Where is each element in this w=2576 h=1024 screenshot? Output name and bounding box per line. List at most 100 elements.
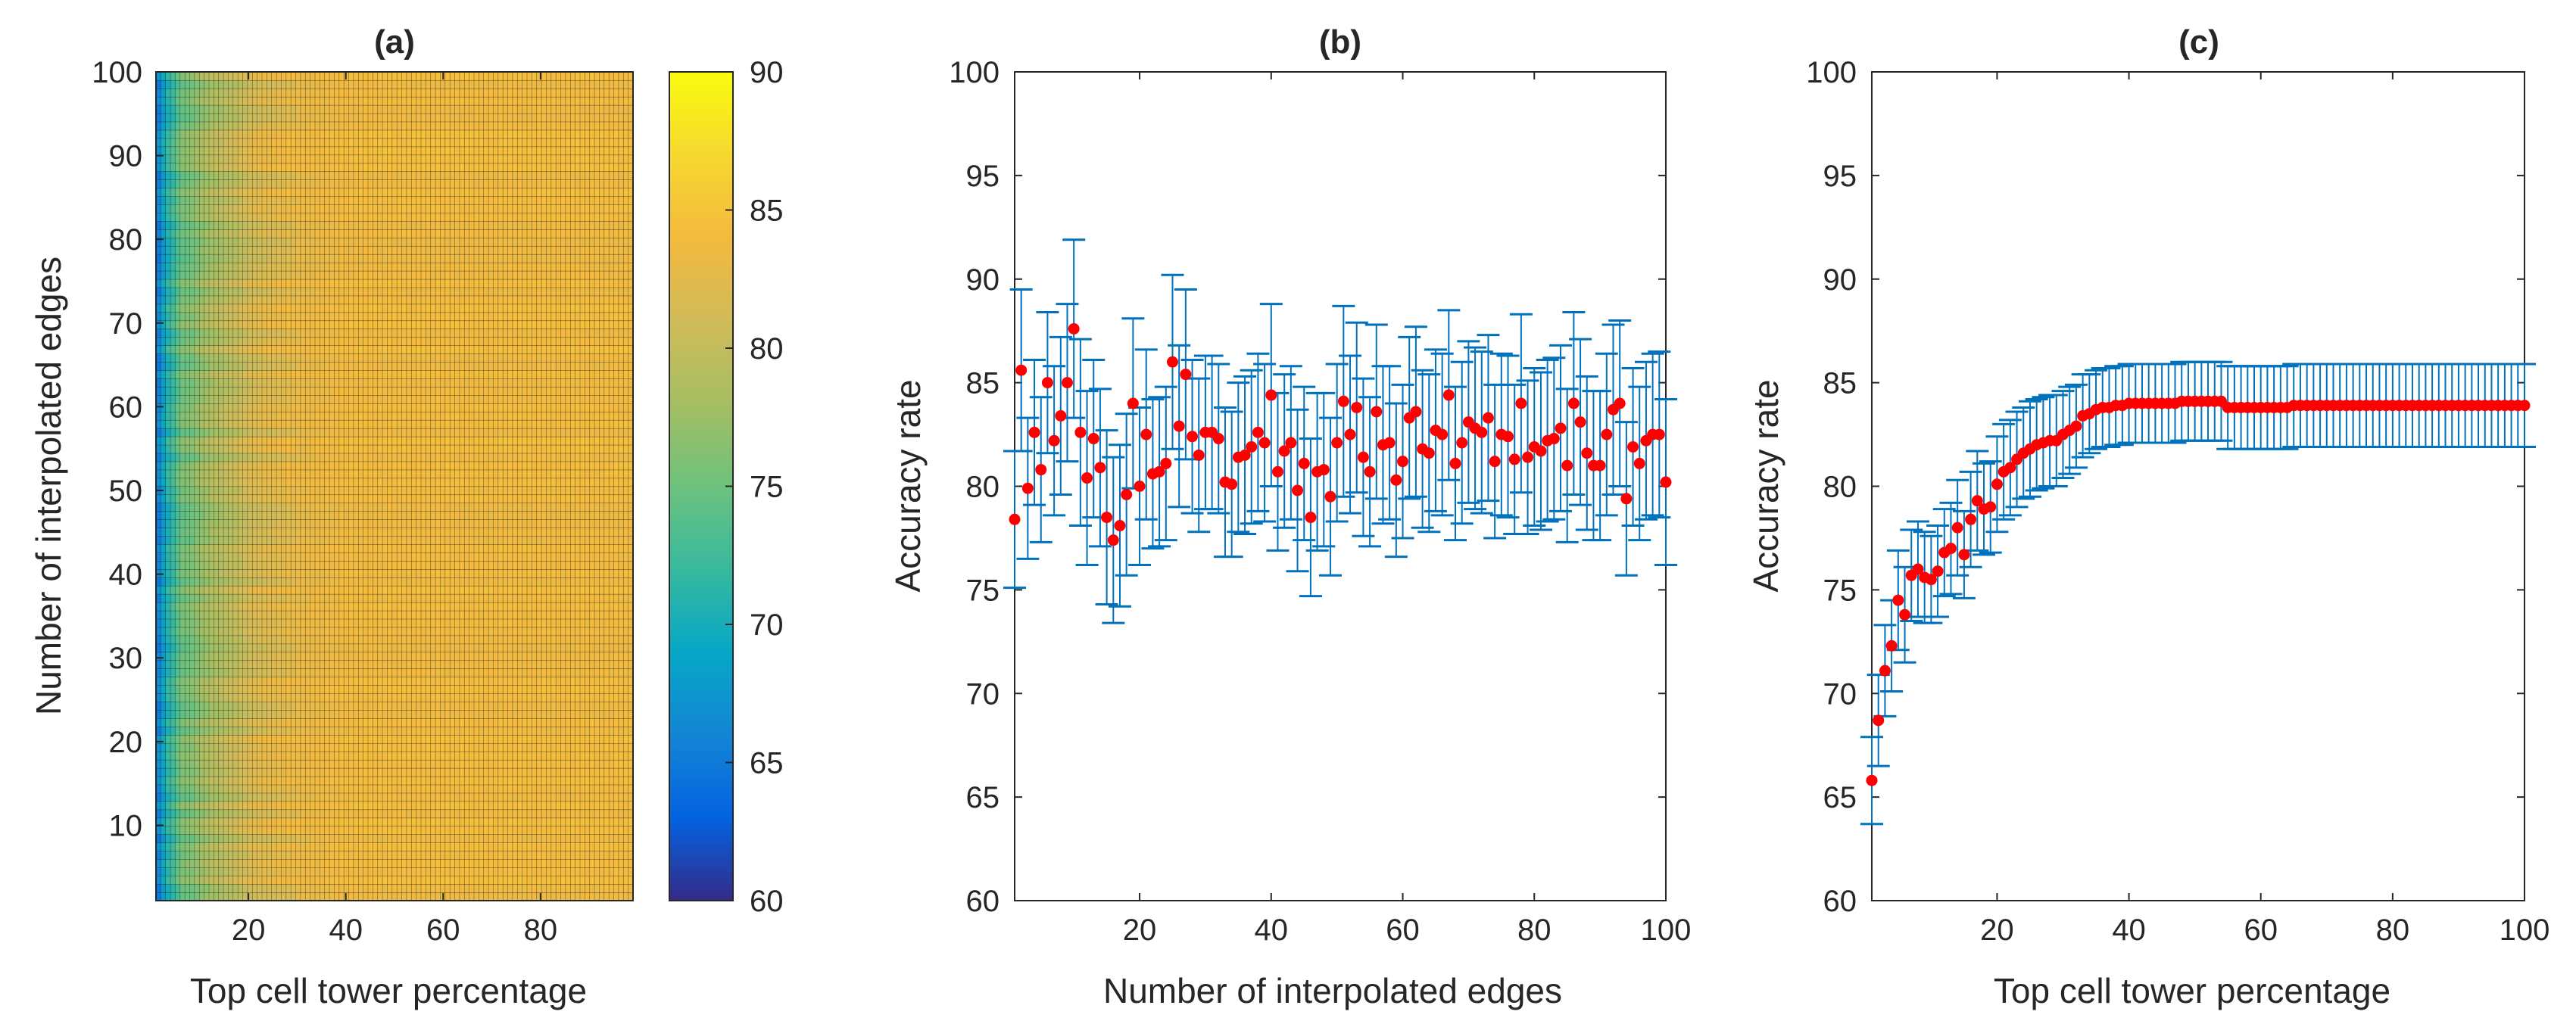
heatmap-cell bbox=[285, 834, 292, 843]
heatmap-cell bbox=[396, 867, 403, 876]
heatmap-cell bbox=[271, 851, 277, 860]
heatmap-cell bbox=[401, 585, 407, 595]
heatmap-cell bbox=[416, 826, 422, 835]
heatmap-cell bbox=[546, 776, 552, 786]
heatmap-cell bbox=[367, 577, 373, 587]
heatmap-cell bbox=[512, 684, 518, 694]
heatmap-cell bbox=[184, 801, 191, 811]
heatmap-cell bbox=[502, 643, 509, 653]
heatmap-cell bbox=[261, 842, 267, 851]
heatmap-cell bbox=[459, 867, 465, 876]
heatmap-cell bbox=[329, 535, 335, 545]
heatmap-cell bbox=[488, 693, 494, 702]
heatmap-cell bbox=[363, 709, 369, 719]
heatmap-cell bbox=[449, 677, 456, 686]
heatmap-cell bbox=[228, 693, 234, 702]
heatmap-cell bbox=[353, 610, 359, 620]
heatmap-cell bbox=[440, 677, 446, 686]
heatmap-cell bbox=[435, 518, 441, 528]
heatmap-cell bbox=[329, 701, 335, 711]
heatmap-cell bbox=[396, 577, 403, 587]
heatmap-cell bbox=[449, 875, 456, 885]
heatmap-cell bbox=[555, 535, 562, 545]
heatmap-cell bbox=[257, 817, 263, 827]
heatmap-cell bbox=[208, 602, 214, 612]
heatmap-cell bbox=[242, 478, 248, 487]
heatmap-cell bbox=[295, 535, 301, 545]
heatmap-cell bbox=[295, 684, 301, 694]
heatmap-cell bbox=[603, 635, 610, 645]
heatmap-cell bbox=[170, 652, 176, 661]
heatmap-cell bbox=[377, 751, 383, 761]
heatmap-cell bbox=[546, 867, 552, 876]
heatmap-cell bbox=[223, 801, 229, 811]
heatmap-cell bbox=[479, 643, 485, 653]
heatmap-cell bbox=[469, 560, 475, 570]
heatmap-cell bbox=[575, 660, 581, 670]
heatmap-cell bbox=[271, 809, 277, 819]
heatmap-cell bbox=[257, 867, 263, 876]
heatmap-cell bbox=[522, 842, 528, 851]
heatmap-cell bbox=[165, 610, 171, 620]
heatmap-cell bbox=[569, 858, 576, 868]
heatmap-cell bbox=[382, 709, 388, 719]
heatmap-cell bbox=[622, 602, 629, 612]
heatmap-cell bbox=[314, 543, 320, 553]
heatmap-cell bbox=[382, 759, 388, 769]
heatmap-cell bbox=[560, 751, 566, 761]
heatmap-cell bbox=[618, 801, 624, 811]
heatmap-cell bbox=[603, 577, 610, 587]
heatmap-cell bbox=[382, 742, 388, 752]
heatmap-cell bbox=[276, 494, 282, 504]
heatmap-cell bbox=[267, 709, 273, 719]
heatmap-cell bbox=[251, 560, 258, 570]
heatmap-cell bbox=[223, 552, 229, 562]
heatmap-cell bbox=[261, 535, 267, 545]
heatmap-cell bbox=[320, 643, 326, 653]
heatmap-cell bbox=[170, 717, 176, 727]
heatmap-cell bbox=[599, 660, 605, 670]
heatmap-cell bbox=[463, 742, 470, 752]
heatmap-cell bbox=[526, 875, 532, 885]
heatmap-cell bbox=[324, 751, 330, 761]
heatmap-cell bbox=[353, 627, 359, 636]
heatmap-cell bbox=[290, 503, 297, 512]
heatmap-cell bbox=[261, 801, 267, 811]
heatmap-cell bbox=[304, 684, 311, 694]
heatmap-cell bbox=[622, 668, 629, 677]
heatmap-cell bbox=[290, 851, 297, 860]
heatmap-cell bbox=[208, 478, 214, 487]
heatmap-cell bbox=[189, 726, 195, 736]
heatmap-cell bbox=[589, 767, 595, 777]
heatmap-cell bbox=[218, 826, 224, 835]
heatmap-cell bbox=[555, 552, 562, 562]
heatmap-cell bbox=[401, 668, 407, 677]
heatmap-cell bbox=[532, 560, 538, 570]
heatmap-cell bbox=[473, 602, 479, 612]
heatmap-cell bbox=[189, 668, 195, 677]
heatmap-cell bbox=[348, 834, 354, 843]
heatmap-cell bbox=[420, 784, 426, 794]
heatmap-cell bbox=[502, 759, 509, 769]
heatmap-cell bbox=[179, 784, 186, 794]
heatmap-cell bbox=[228, 593, 234, 603]
heatmap-cell bbox=[622, 767, 629, 777]
heatmap-cell bbox=[198, 486, 205, 496]
heatmap-cell bbox=[391, 593, 398, 603]
heatmap-cell bbox=[324, 726, 330, 736]
heatmap-cell bbox=[314, 585, 320, 595]
heatmap-cell bbox=[459, 883, 465, 893]
heatmap-cell bbox=[314, 709, 320, 719]
heatmap-cell bbox=[373, 792, 379, 802]
heatmap-cell bbox=[401, 618, 407, 628]
heatmap-cell bbox=[555, 801, 562, 811]
heatmap-cell bbox=[454, 610, 460, 620]
heatmap-cell bbox=[532, 693, 538, 702]
heatmap-cell bbox=[569, 577, 576, 587]
heatmap-cell bbox=[257, 858, 263, 868]
heatmap-cell bbox=[585, 776, 591, 786]
heatmap-cell bbox=[324, 585, 330, 595]
heatmap-cell bbox=[232, 660, 239, 670]
heatmap-cell bbox=[406, 817, 412, 827]
heatmap-cell bbox=[310, 693, 316, 702]
